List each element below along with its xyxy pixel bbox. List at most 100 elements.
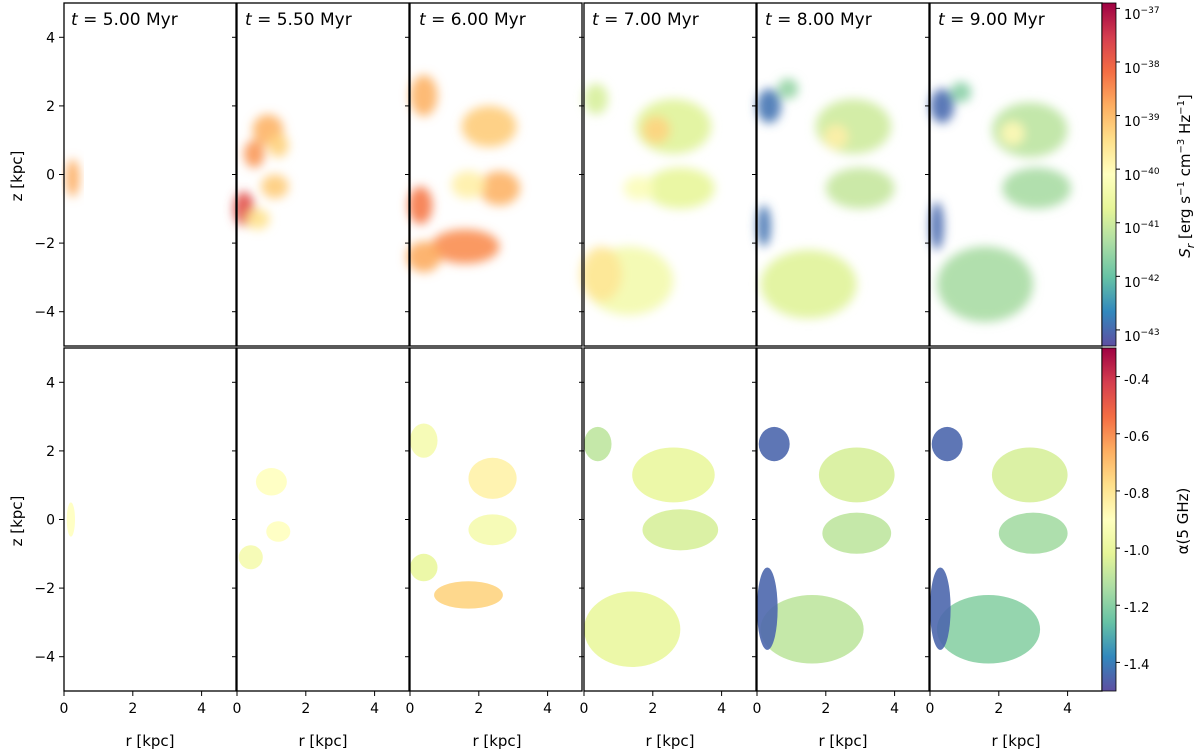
emission-region: [65, 159, 80, 197]
axes-frame-1-1: [63, 2, 237, 347]
panel-title-3: t = 6.00 Myr: [419, 10, 526, 30]
emission-region: [998, 512, 1068, 554]
panel-4-alpha-map: [584, 426, 719, 667]
panel-titles: t = 5.00 Myr t = 5.50 Myr t = 6.00 Myr t…: [71, 10, 1045, 30]
emission-region: [245, 208, 270, 230]
y-tick-label: 0: [46, 168, 55, 184]
x-tick-label: 2: [648, 701, 657, 717]
x-tick-label: 2: [301, 701, 310, 717]
emission-region: [410, 553, 438, 582]
x-tick-label: 2: [128, 701, 137, 717]
panel-6-sr-map: [930, 81, 1072, 322]
y-axis-label-top: z [kpc]: [8, 151, 26, 202]
x-tick-label: 0: [926, 701, 935, 717]
y-tick-label: −2: [34, 581, 55, 597]
x-tick-label: 2: [821, 701, 830, 717]
y-tick-label: 4: [46, 375, 55, 391]
emission-region: [430, 229, 500, 264]
emission-region: [66, 502, 76, 537]
emission-region: [930, 567, 951, 650]
sr-tick-label: 10−42: [1124, 274, 1160, 291]
colorbar-sr-tick-labels: 10−37 10−38 10−39 10−40 10−41 10−42 10−4…: [1124, 6, 1160, 345]
emission-region: [757, 205, 771, 247]
y-axis-label-bottom: z [kpc]: [8, 496, 26, 547]
emission-region: [580, 246, 622, 302]
emission-region: [266, 521, 291, 542]
panel-4-sr-map: [580, 83, 715, 316]
emission-region: [584, 426, 612, 462]
emission-region: [1000, 121, 1025, 146]
colorbar-alpha: [1101, 347, 1117, 692]
emission-region: [777, 78, 799, 100]
sr-tick-label: 10−41: [1124, 220, 1160, 237]
x-axis-labels: r [kpc] r [kpc] r [kpc] r [kpc] r [kpc] …: [125, 732, 1040, 750]
colorbar-alpha-tick-labels: -0.4 -0.6 -0.8 -1.0 -1.2 -1.4: [1124, 373, 1149, 673]
colorbar-alpha-label: α(5 GHz): [1174, 488, 1192, 555]
emission-region: [950, 81, 972, 103]
axes-frame-2-2: [236, 347, 410, 692]
emission-region: [825, 167, 895, 209]
panel-2-sr-map: [233, 114, 289, 230]
panel-title-4: t = 7.00 Myr: [592, 10, 699, 30]
emission-region: [824, 124, 849, 149]
emission-region: [991, 447, 1068, 503]
emission-region: [815, 99, 892, 154]
sr-tick-label: 10−39: [1124, 113, 1160, 130]
x-tick-label: 0: [233, 701, 242, 717]
sr-tick-label: 10−37: [1124, 6, 1160, 23]
panel-1-sr-map: [65, 159, 80, 197]
y-tick-label: 2: [46, 99, 55, 115]
emission-region: [936, 594, 1041, 664]
panel-title-5: t = 8.00 Myr: [765, 10, 872, 30]
alpha-tick-label: -1.4: [1124, 658, 1149, 673]
x-tick-label: 4: [1063, 701, 1072, 717]
emission-region: [760, 249, 857, 319]
y-tick-label: −4: [34, 650, 55, 666]
sr-tick-label: 10−38: [1124, 60, 1160, 77]
panel-3-alpha-map: [410, 423, 517, 609]
x-axis-label-4: r [kpc]: [645, 732, 694, 750]
emission-region: [267, 133, 289, 158]
emission-region: [818, 447, 895, 503]
emission-region: [822, 512, 892, 554]
emission-region: [584, 83, 609, 115]
emission-region: [408, 186, 433, 225]
x-tick-label: 4: [370, 701, 379, 717]
emission-region: [238, 545, 263, 570]
emission-region: [410, 423, 438, 458]
x-axis-label-6: r [kpc]: [991, 732, 1040, 750]
axes-frame-1-2: [236, 2, 410, 347]
alpha-tick-label: -0.6: [1124, 430, 1149, 445]
colorbar-sr-label: Sr [erg s−1 cm−3 Hz−1]: [1176, 94, 1197, 258]
panel-title-2: t = 5.50 Myr: [245, 10, 352, 30]
emission-region: [931, 426, 963, 462]
emission-region: [760, 594, 864, 664]
x-tick-label: 2: [994, 701, 1003, 717]
sr-tick-label: 10−43: [1124, 328, 1160, 345]
emission-region: [584, 591, 681, 667]
alpha-tick-label: -0.8: [1124, 487, 1149, 502]
alpha-tick-label: -1.2: [1124, 601, 1149, 616]
x-tick-label: 0: [753, 701, 762, 717]
emission-region: [451, 171, 486, 199]
x-tick-label: 4: [197, 701, 206, 717]
x-axis-label-3: r [kpc]: [472, 732, 521, 750]
x-tick-label: 0: [406, 701, 415, 717]
emission-region: [757, 88, 782, 124]
colorbar-ticks: [1116, 7, 1120, 663]
y-tick-label: 0: [46, 513, 55, 529]
emission-region: [936, 246, 1034, 322]
emission-region: [757, 567, 778, 650]
emission-region: [434, 581, 503, 609]
emission-region: [243, 140, 265, 168]
emission-region: [632, 447, 715, 503]
x-axis-label-1: r [kpc]: [125, 732, 174, 750]
axes-ticks: 4 2 0 −2 −4 0 2 4 0 2 4 0 2 4 0 2 4 0 2 4 0 2 4 4 2 0 −2 −4: [34, 30, 1072, 717]
emission-region: [468, 514, 517, 546]
emission-region: [642, 116, 670, 144]
emission-region: [468, 457, 517, 499]
emission-region: [642, 509, 719, 551]
panel-2-alpha-map: [238, 468, 291, 570]
panel-title-1: t = 5.00 Myr: [71, 10, 178, 30]
